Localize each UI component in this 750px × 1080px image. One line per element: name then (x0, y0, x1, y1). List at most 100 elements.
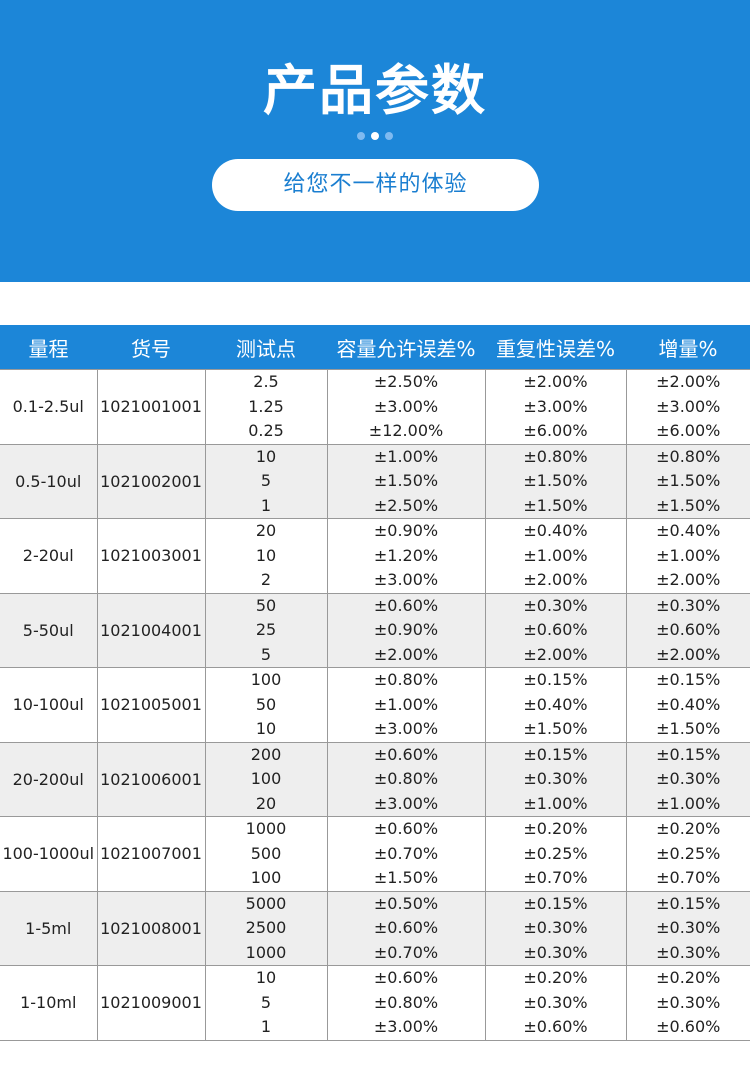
table-row: 1-5ml 1021008001 5000 2500 1000 ±0.50% ±0.60% ±… (0, 890, 750, 966)
points-value: 10 (255, 446, 277, 466)
range-cell: 1-5ml (0, 890, 98, 966)
table-row: 1-10ml 1021009001 10 5 1 ±0.60% ±0.80% ±3.00% ±0… (0, 965, 750, 1041)
code-cell: 1021002001 (96, 443, 206, 519)
table-row: 20-200ul 1021006001 200 100 20 ±0.60% ±0.80% ±3… (0, 741, 750, 817)
increment-cell: ±0.15% ±0.40% ±1.50% (625, 667, 750, 743)
increment-value: ±2.00% (656, 644, 721, 664)
code-cell: 1021005001 (96, 667, 206, 743)
hero-banner: 产品参数 给您不一样的体验 (0, 0, 750, 282)
repeat-error-value: ±0.15% (523, 744, 588, 764)
range-cell: 100-1000ul (0, 816, 98, 892)
increment-value: ±2.00% (656, 372, 721, 391)
increment-value: ±3.00% (656, 396, 721, 416)
increment-cell: ±0.20% ±0.30% ±0.60% (625, 965, 750, 1041)
repeat-error-value: ±0.20% (523, 968, 588, 987)
subtitle-badge: 给您不一样的体验 (212, 159, 539, 211)
volume-error-value: ±0.60% (373, 968, 439, 987)
volume-error-value: ±3.00% (373, 719, 439, 738)
table-row: 0.5-10ul 1021002001 10 5 1 ±1.00% ±1.50% ±2.50%… (0, 443, 750, 519)
repeat-error-value: ±0.15% (523, 670, 588, 689)
table-row: 5-50ul 1021004001 50 25 5 ±0.60% ±0.90% ±2.00% ±… (0, 592, 750, 668)
points-value: 1000 (245, 819, 287, 838)
points-value: 50 (255, 694, 277, 714)
code-cell: 1021007001 (96, 816, 206, 892)
volume-error-cell: ±0.60% ±0.90% ±2.00% (326, 592, 486, 668)
volume-error-value: ±0.60% (373, 819, 439, 838)
increment-cell: ±0.20% ±0.25% ±0.70% (625, 816, 750, 892)
increment-value: ±1.50% (656, 495, 721, 515)
page-title: 产品参数 (263, 59, 487, 122)
repeat-error-value: ±6.00% (523, 421, 588, 440)
volume-error-value: ±0.80% (373, 769, 439, 788)
range-cell: 20-200ul (0, 741, 98, 817)
increment-value: ±0.40% (656, 521, 721, 540)
increment-value: ±1.50% (656, 471, 721, 490)
repeat-error-value: ±0.30% (523, 595, 588, 615)
increment-value: ±0.15% (656, 893, 721, 913)
code-cell: 1021006001 (96, 741, 206, 817)
volume-error-cell: ±1.00% ±1.50% ±2.50% (326, 443, 486, 519)
range-cell: 0.5-10ul (0, 443, 98, 519)
volume-error-value: ±0.70% (373, 942, 439, 962)
table-row: 10-100ul 1021005001 100 50 10 ±0.80% ±1.00% ±3.… (0, 667, 750, 743)
increment-value: ±0.60% (656, 1017, 721, 1036)
code-cell: 1021001001 (96, 369, 206, 445)
table-row: 0.1-2.5ul 1021001001 2.5 1.25 0.25 ±2.50% ±3.0… (0, 369, 750, 445)
points-value: 5 (260, 471, 272, 490)
increment-cell: ±0.15% ±0.30% ±0.30% (625, 890, 750, 966)
increment-value: ±0.20% (656, 819, 721, 838)
volume-error-value: ±1.50% (373, 471, 439, 490)
volume-error-cell: ±0.90% ±1.20% ±3.00% (326, 518, 486, 594)
repeat-error-value: ±0.15% (523, 893, 588, 913)
repeat-error-value: ±0.60% (523, 1017, 588, 1036)
table-row: 2-20ul 1021003001 20 10 2 ±0.90% ±1.20% ±3.00% ±… (0, 518, 750, 594)
code-cell: 1021003001 (96, 518, 206, 594)
column-header-points: 测试点 (205, 325, 327, 370)
code-cell: 1021004001 (96, 592, 206, 668)
volume-error-value: ±3.00% (373, 396, 439, 416)
points-value: 20 (255, 793, 277, 813)
increment-value: ±1.00% (656, 793, 721, 813)
table-row: 100-1000ul 1021007001 1000 500 100 ±0.60% ±0.7… (0, 816, 750, 892)
points-value: 10 (255, 719, 277, 738)
increment-value: ±0.40% (656, 694, 721, 714)
volume-error-value: ±0.50% (373, 893, 439, 913)
points-value: 0.25 (248, 421, 284, 440)
increment-value: ±1.50% (656, 719, 721, 738)
volume-error-value: ±1.20% (373, 545, 439, 565)
points-value: 5 (260, 644, 272, 664)
column-header-repeat-error: 重复性误差% (485, 325, 626, 370)
increment-value: ±0.80% (656, 446, 721, 466)
column-header-increment: 增量% (626, 325, 750, 370)
repeat-error-value: ±0.30% (523, 942, 588, 962)
repeat-error-value: ±0.60% (523, 620, 588, 639)
repeat-error-value: ±2.00% (523, 372, 588, 391)
repeat-error-cell: ±0.30% ±0.60% ±2.00% (484, 592, 627, 668)
column-header-range: 量程 (0, 325, 97, 370)
volume-error-value: ±0.80% (373, 992, 439, 1012)
repeat-error-value: ±0.40% (523, 694, 588, 714)
volume-error-cell: ±2.50% ±3.00% ±12.00% (326, 369, 486, 445)
repeat-error-value: ±0.80% (523, 446, 588, 466)
repeat-error-value: ±3.00% (523, 396, 588, 416)
points-cell: 10 5 1 (204, 965, 328, 1041)
increment-cell: ±0.40% ±1.00% ±2.00% (625, 518, 750, 594)
increment-value: ±0.30% (656, 992, 721, 1012)
volume-error-value: ±0.60% (373, 595, 439, 615)
volume-error-cell: ±0.50% ±0.60% ±0.70% (326, 890, 486, 966)
repeat-error-value: ±1.50% (523, 471, 588, 490)
repeat-error-value: ±2.00% (523, 570, 588, 589)
volume-error-value: ±0.70% (373, 843, 439, 863)
increment-value: ±0.30% (656, 942, 721, 962)
repeat-error-value: ±1.00% (523, 793, 588, 813)
increment-value: ±0.25% (656, 843, 721, 863)
repeat-error-cell: ±0.20% ±0.25% ±0.70% (484, 816, 627, 892)
dot-icon (385, 132, 393, 140)
points-value: 20 (255, 521, 277, 540)
spec-table: 量程 货号 测试点 容量允许误差% 重复性误差% 增量% 0.1-2.5ul 10… (0, 325, 750, 1041)
repeat-error-value: ±0.70% (523, 868, 588, 887)
points-value: 100 (250, 769, 282, 788)
increment-value: ±0.70% (656, 868, 721, 887)
points-cell: 20 10 2 (204, 518, 328, 594)
column-header-code: 货号 (97, 325, 205, 370)
